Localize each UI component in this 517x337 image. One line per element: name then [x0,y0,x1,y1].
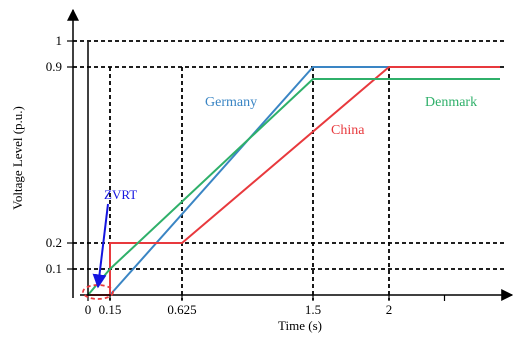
x-axis-title: Time (s) [278,318,322,333]
series-layer: Germany China Denmark [87,66,500,296]
annotations: ZVRT [82,187,137,300]
series-label-china: China [331,123,365,138]
series-label-germany: Germany [205,95,257,110]
x-tick-label: 0 [85,302,92,317]
x-tick-label: 0.15 [99,302,122,317]
zvrt-arrow [92,203,109,289]
x-tick-label: 2 [386,302,393,317]
series-label-denmark: Denmark [425,95,477,110]
x-tick-label: 0.625 [167,302,196,317]
labels: Time (s) Voltage Level (p.u.) [10,106,322,333]
y-tick-label: 0.2 [46,235,62,250]
zvrt-highlight-ellipse [82,284,114,300]
axes [67,8,514,301]
y-tick-label: 0.9 [46,59,62,74]
y-axis-title: Voltage Level (p.u.) [10,106,25,210]
y-tick-label: 1 [56,33,63,48]
zvrt-label: ZVRT [104,187,137,202]
series-line-denmark [87,78,500,296]
ticks: 0 0.15 0.625 1.5 2 0.1 0.2 0.9 1 [46,33,446,317]
x-tick-label: 1.5 [305,302,321,317]
y-tick-label: 0.1 [46,261,62,276]
